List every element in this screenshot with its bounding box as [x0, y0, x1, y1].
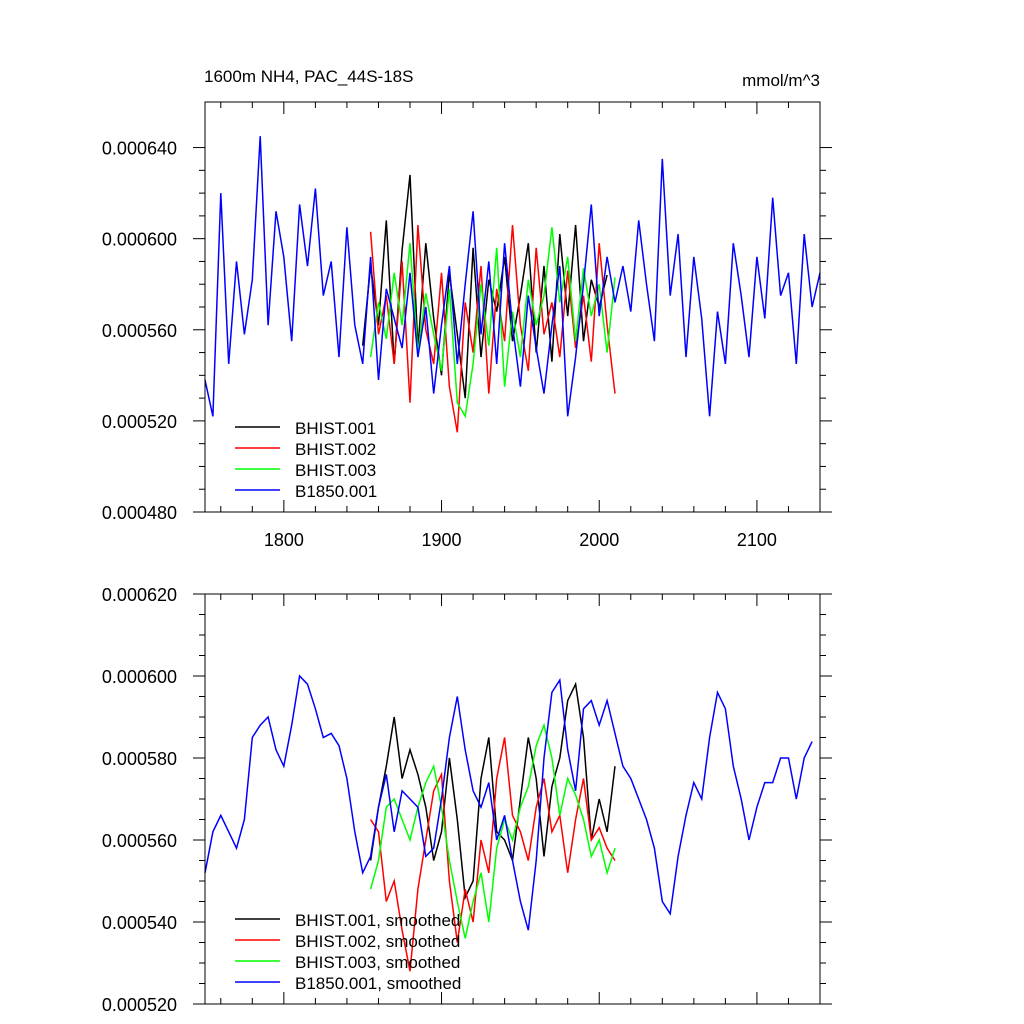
x-tick-label: 1800: [264, 530, 304, 550]
series-line-bhist-003-smoothed: [369, 722, 616, 939]
bottom-axis-ticks: 0.000520 0.000540 0.000560 0.000580 0.000600…: [102, 585, 832, 1015]
chart-title: 1600m NH4, PAC_44S-18S: [204, 67, 413, 86]
bottom-legend: BHIST.001, smoothed BHIST.002, smoothed BH…: [235, 911, 461, 993]
series-line-bhist-001-smoothed: [369, 681, 616, 901]
y-tick-label: 0.000600: [102, 230, 177, 250]
chart-units: mmol/m^3: [742, 71, 820, 90]
top-series-group: [204, 136, 821, 433]
legend-label: BHIST.003, smoothed: [295, 953, 460, 972]
legend-label: BHIST.003: [295, 461, 376, 480]
legend-label: BHIST.002: [295, 440, 376, 459]
top-plot-frame: [204, 101, 821, 513]
series-line-b1850-001-smoothed: [204, 674, 813, 931]
bottom-chart-panel: 0.000520 0.000540 0.000560 0.000580 0.000600…: [102, 585, 832, 1015]
y-tick-label: 0.000640: [102, 139, 177, 159]
x-tick-label: 1900: [422, 530, 462, 550]
legend-label: B1850.001, smoothed: [295, 974, 461, 993]
top-legend: BHIST.001 BHIST.002 BHIST.003 B1850.001: [235, 419, 377, 501]
bottom-series-group: [204, 674, 813, 972]
y-tick-label: 0.000560: [102, 831, 177, 851]
y-tick-label: 0.000580: [102, 749, 177, 769]
legend-label: BHIST.001, smoothed: [295, 911, 460, 930]
legend-label: BHIST.001: [295, 419, 376, 438]
bottom-plot-frame: [204, 593, 821, 1005]
y-tick-label: 0.000620: [102, 585, 177, 605]
top-axis-ticks: 1800 1900 2000 2100 0.000480 0.000520 0.000560…: [102, 102, 832, 550]
series-line-b1850-001: [204, 136, 821, 417]
top-chart-panel: 1600m NH4, PAC_44S-18S mmol/m^3 1800 1900…: [102, 67, 832, 550]
legend-label: B1850.001: [295, 482, 377, 501]
series-line-bhist-002-smoothed: [369, 737, 616, 972]
y-tick-label: 0.000540: [102, 913, 177, 933]
y-tick-label: 0.000520: [102, 412, 177, 432]
x-tick-label: 2000: [579, 530, 619, 550]
series-line-bhist-003: [369, 227, 616, 419]
y-tick-label: 0.000560: [102, 321, 177, 341]
x-tick-label: 2100: [737, 530, 777, 550]
y-tick-label: 0.000480: [102, 503, 177, 523]
legend-label: BHIST.002, smoothed: [295, 932, 460, 951]
y-tick-label: 0.000600: [102, 667, 177, 687]
y-tick-label: 0.000520: [102, 995, 177, 1015]
